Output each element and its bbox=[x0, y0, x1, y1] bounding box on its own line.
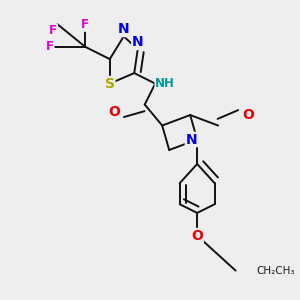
Text: F: F bbox=[49, 24, 57, 37]
Text: N: N bbox=[132, 35, 143, 49]
Text: F: F bbox=[81, 18, 89, 31]
Text: O: O bbox=[243, 108, 254, 122]
Text: N: N bbox=[118, 22, 130, 36]
Text: O: O bbox=[191, 229, 203, 243]
Text: O: O bbox=[108, 104, 120, 118]
Text: NH: NH bbox=[155, 77, 175, 90]
Text: F: F bbox=[46, 40, 54, 53]
Text: N: N bbox=[185, 133, 197, 146]
Text: S: S bbox=[105, 76, 115, 91]
Text: CH₂CH₃: CH₂CH₃ bbox=[256, 266, 295, 276]
